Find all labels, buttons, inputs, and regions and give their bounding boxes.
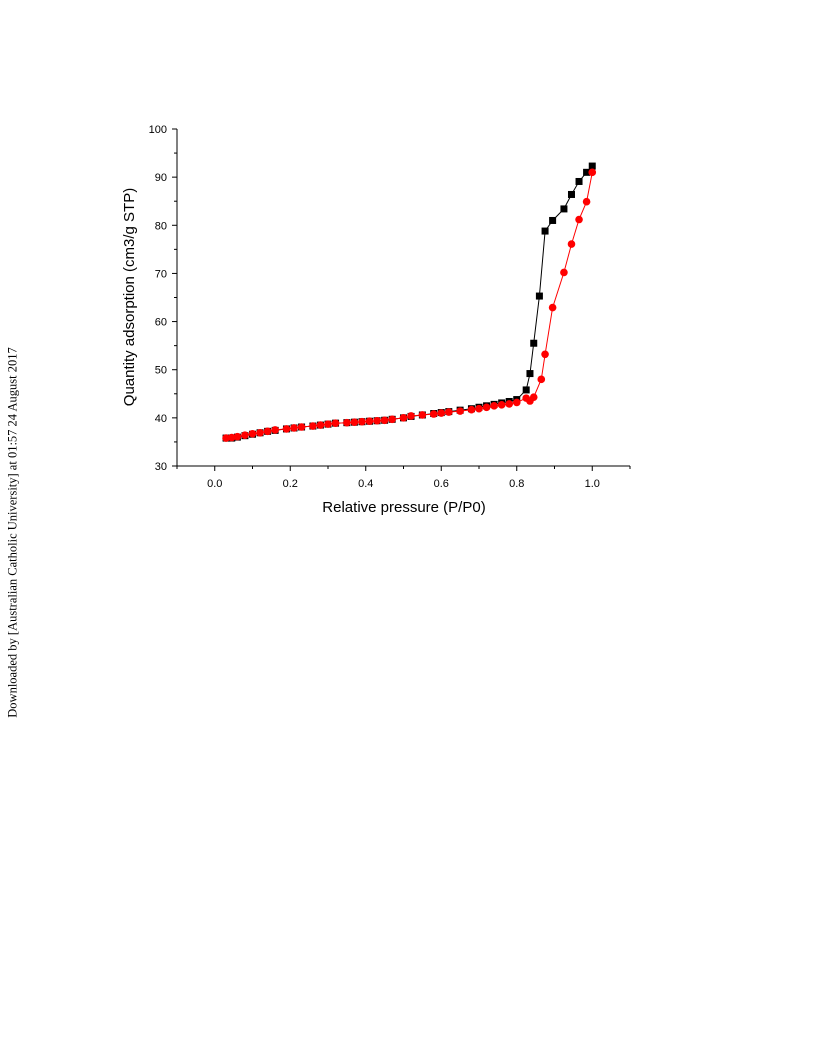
data-point	[497, 401, 506, 409]
data-point	[582, 197, 591, 206]
data-point	[575, 177, 583, 185]
axes: 0.0 0.2 0.4 0.6 0.8 1.0 30 40 50 60 70 80 90 100	[149, 124, 631, 490]
data-point	[475, 404, 483, 413]
data-point	[575, 215, 583, 224]
isotherm-chart: 0.0 0.2 0.4 0.6 0.8 1.0 30 40 50 60 70 80 90 100 Rela…	[121, 124, 631, 516]
data-point	[482, 403, 491, 412]
data-point	[380, 416, 389, 425]
y-axis-title: Quantity adsorption (cm3/g STP)	[121, 188, 138, 406]
data-point	[490, 402, 498, 410]
x-tick-label: 1.0	[585, 478, 600, 490]
x-tick-label: 0.2	[283, 478, 298, 490]
data-point	[588, 168, 597, 177]
data-point	[522, 394, 530, 402]
y-tick-label: 100	[149, 124, 167, 136]
data-point	[588, 162, 596, 170]
data-point	[429, 410, 438, 418]
data-point	[399, 414, 408, 422]
data-point	[256, 428, 264, 437]
data-point	[541, 350, 549, 359]
y-tick-label: 60	[155, 317, 167, 329]
x-tick-label: 0.4	[358, 478, 373, 490]
data-point	[388, 415, 396, 424]
data-point	[271, 426, 279, 434]
data-point	[358, 417, 366, 426]
data-point	[309, 422, 317, 430]
data-point	[263, 427, 272, 436]
data-point	[324, 420, 332, 428]
y-tick-label: 50	[155, 365, 167, 377]
x-tick-label: 0.8	[509, 478, 524, 490]
data-point	[530, 339, 538, 347]
data-point	[560, 268, 568, 277]
data-point	[248, 429, 257, 438]
data-point	[567, 190, 575, 198]
x-tick-label: 0.6	[434, 478, 449, 490]
data-point	[437, 409, 446, 417]
data-point	[418, 411, 427, 419]
data-point	[331, 419, 340, 427]
data-point	[233, 432, 242, 441]
data-point	[512, 398, 521, 407]
series-2	[222, 168, 597, 442]
data-point	[522, 386, 530, 394]
y-tick-label: 80	[155, 220, 167, 232]
series-layer	[222, 162, 597, 442]
data-point	[222, 434, 230, 442]
data-point	[373, 416, 381, 425]
data-point	[505, 400, 513, 408]
data-point	[467, 405, 476, 414]
data-point	[227, 433, 236, 442]
data-point	[350, 418, 359, 426]
data-point	[316, 421, 325, 429]
data-point	[290, 424, 298, 432]
x-tick-label: 0.0	[207, 478, 222, 490]
data-point	[445, 408, 453, 416]
data-point	[567, 240, 576, 248]
data-point	[365, 417, 374, 426]
data-point	[549, 216, 557, 224]
data-point	[583, 168, 591, 176]
data-point	[282, 425, 291, 433]
data-point	[548, 303, 557, 312]
data-point	[535, 292, 543, 300]
data-point	[241, 431, 249, 439]
series-1	[222, 162, 596, 442]
data-point	[456, 407, 464, 415]
data-point	[407, 412, 415, 420]
data-point	[541, 227, 549, 235]
data-point	[297, 423, 306, 431]
x-axis-title: Relative pressure (P/P0)	[322, 499, 485, 516]
y-tick-label: 70	[155, 268, 167, 280]
y-tick-label: 30	[155, 461, 167, 473]
data-point	[537, 375, 546, 384]
data-point	[526, 370, 534, 378]
data-point	[343, 418, 351, 427]
y-tick-label: 90	[155, 172, 167, 184]
y-tick-label: 40	[155, 413, 167, 425]
data-point	[560, 205, 568, 213]
